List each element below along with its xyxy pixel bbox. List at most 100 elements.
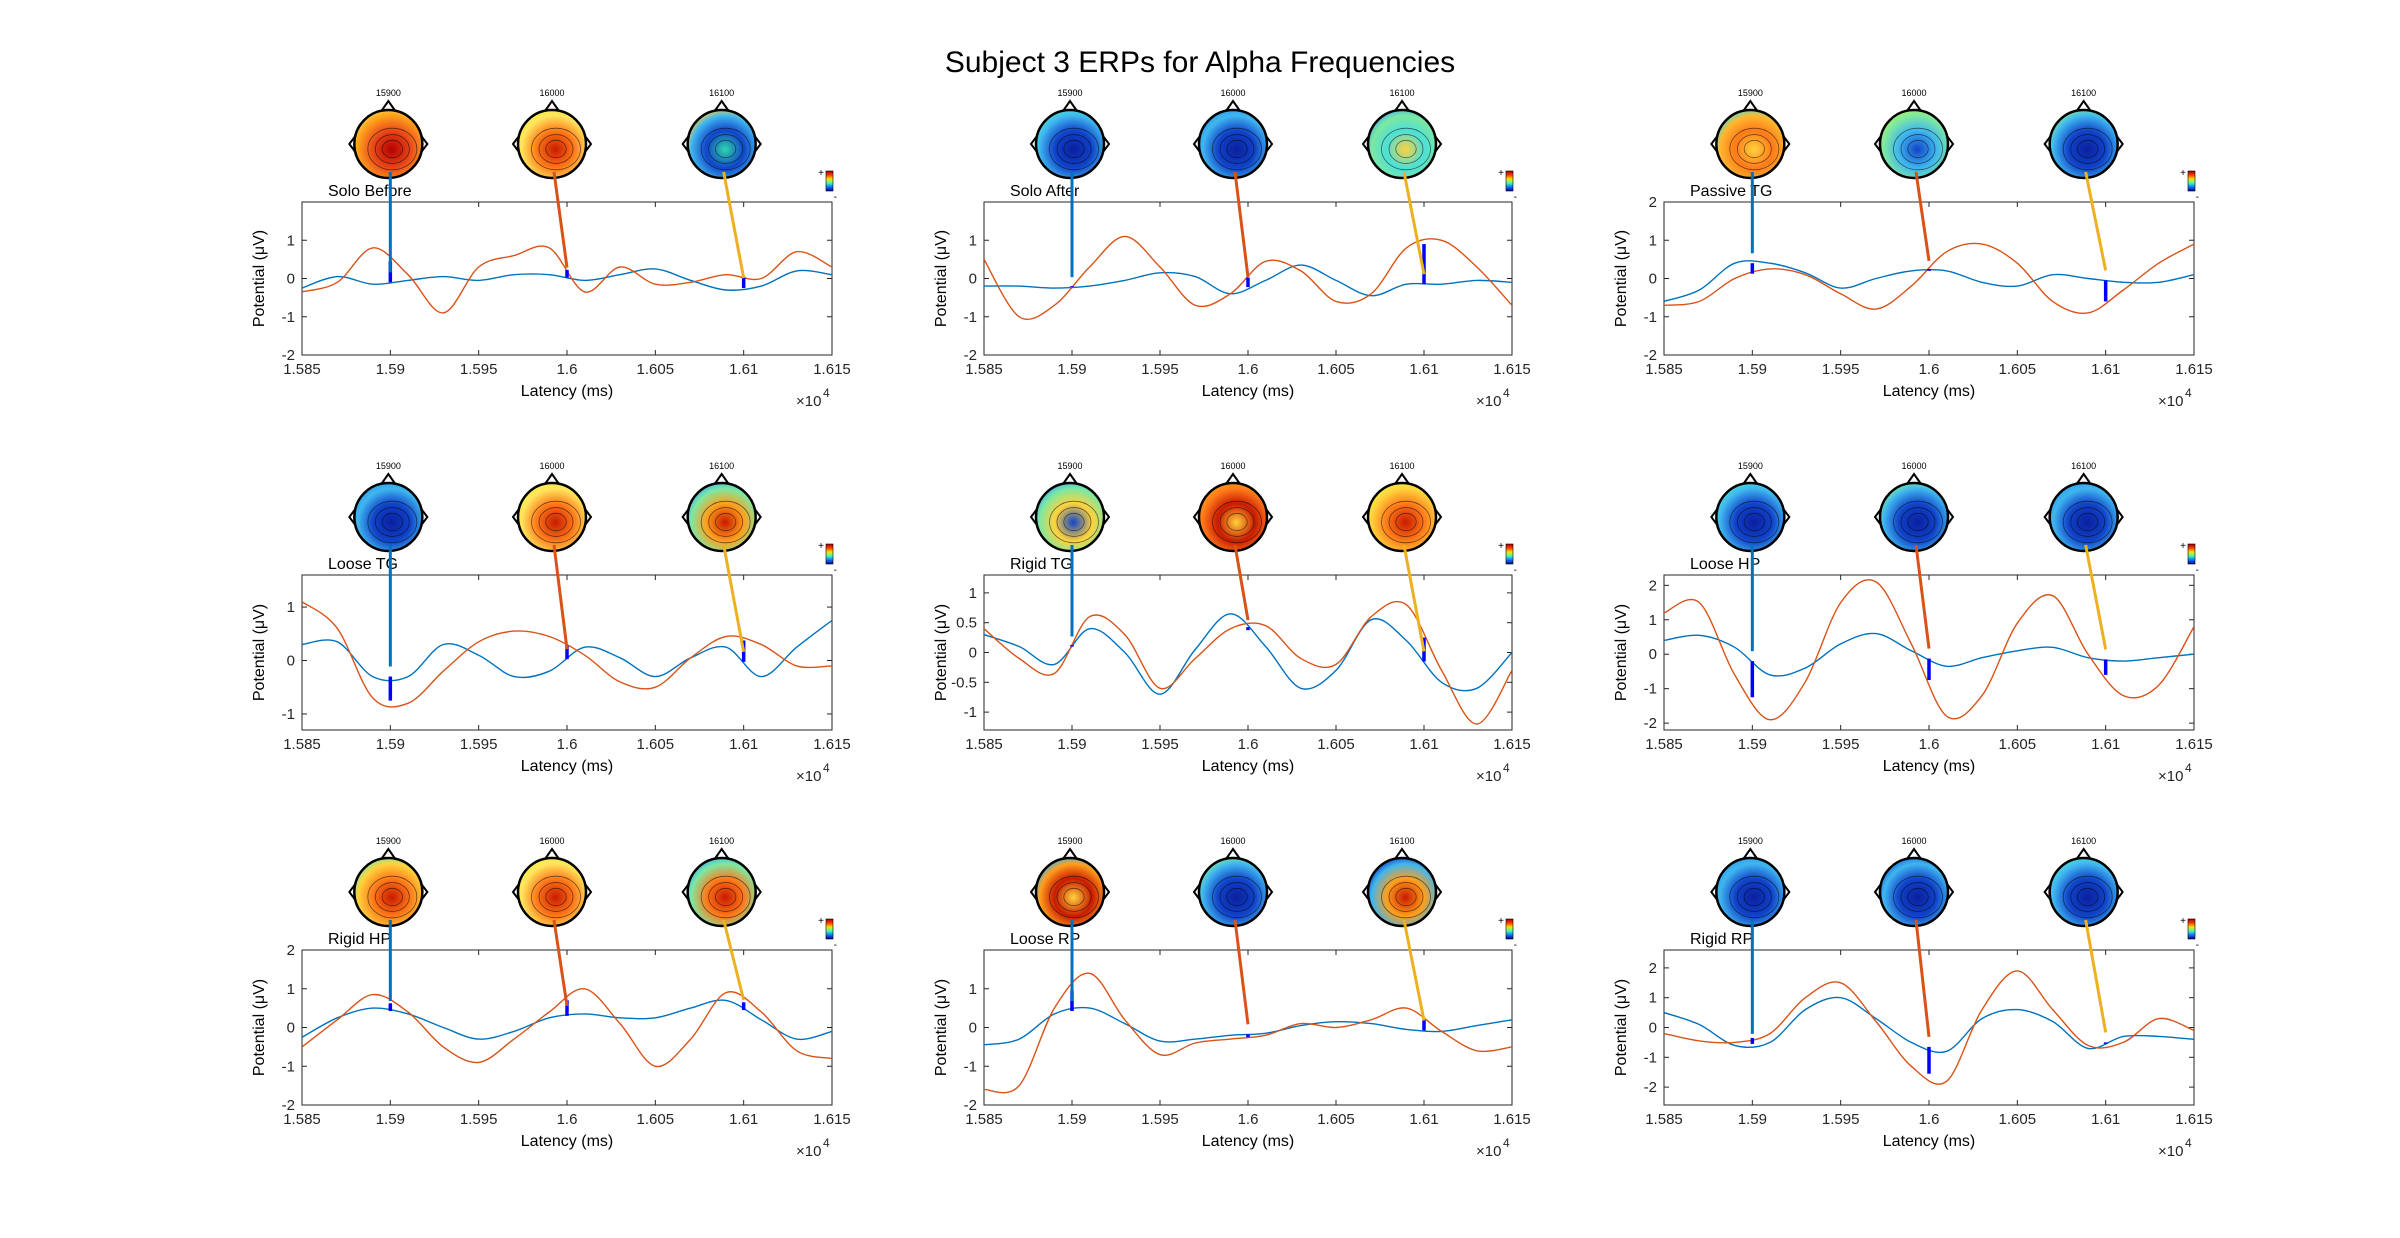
nose-icon — [544, 472, 560, 485]
scalp-map-icon — [1034, 108, 1106, 180]
topomap-connector — [552, 171, 569, 268]
contour-line — [700, 875, 751, 919]
contour-line — [538, 507, 574, 537]
contour-line — [1893, 127, 1943, 171]
x-tick-label: 1.6 — [557, 736, 578, 753]
right-ear-icon — [1102, 508, 1111, 526]
contour-line — [1049, 500, 1099, 544]
contour-line — [1893, 875, 1943, 919]
topomap-label: 16100 — [2071, 88, 2096, 98]
x-tick-label: 1.595 — [460, 361, 498, 378]
colorbar — [2187, 918, 2196, 940]
right-ear-icon — [1946, 135, 1955, 153]
x-multiplier-exponent: 4 — [1503, 761, 1510, 775]
contour-line — [545, 887, 567, 907]
axes-box — [1663, 201, 2195, 356]
colorbar-minus-label: - — [2196, 192, 2199, 203]
contour-line — [708, 134, 744, 164]
series-line-2 — [984, 600, 1512, 725]
topomap-connector — [1233, 544, 1250, 621]
scalp-map-icon — [686, 856, 757, 928]
x-tick-label: 1.615 — [2175, 1111, 2213, 1128]
contour-line — [1893, 500, 1943, 544]
contour-line — [1219, 882, 1255, 912]
colorbar-plus-label: + — [2180, 541, 2186, 552]
nose-icon — [380, 472, 397, 485]
y-tick-label: 0 — [1649, 271, 1657, 288]
y-tick-label: 0 — [969, 271, 977, 288]
right-ear-icon — [1782, 883, 1791, 901]
x-axis-label: Latency (ms) — [521, 1133, 613, 1150]
panel-title: Rigid RP — [1690, 931, 1753, 948]
erp-panel: 1.585 1.59 1.595 1.6 1.605 1.61 1.615 -2 -1 0 1 Lat… — [251, 88, 851, 410]
x-multiplier: ×10 — [1476, 393, 1501, 410]
contour-line — [531, 875, 581, 919]
axes-box — [301, 949, 833, 1106]
nose-icon — [1742, 847, 1759, 860]
right-ear-icon — [1946, 883, 1955, 901]
panel-title: Solo After — [1010, 183, 1080, 200]
x-tick-label: 1.59 — [376, 1111, 405, 1128]
contour-line — [1729, 127, 1780, 171]
scalp-map-icon — [1366, 481, 1438, 553]
x-tick-label: 1.61 — [1409, 736, 1438, 753]
y-tick-label: -2 — [1644, 715, 1657, 732]
erp-panel: 1.585 1.59 1.595 1.6 1.605 1.61 1.615 -2 -1 0 1 2 La… — [251, 836, 851, 1160]
contour-line — [1395, 139, 1417, 159]
y-tick-label: -1 — [282, 309, 295, 326]
topomap-connector — [552, 544, 569, 650]
x-tick-label: 1.6 — [1238, 1111, 1259, 1128]
colorbar-minus-label: - — [2196, 940, 2199, 951]
y-tick-label: -1 — [1644, 681, 1657, 698]
erp-panel: 1.585 1.59 1.595 1.6 1.605 1.61 1.615 -2 -1 0 1 2 La… — [1613, 836, 2213, 1160]
contour-line — [1056, 134, 1092, 164]
y-tick-label: 0 — [969, 1020, 977, 1037]
contour-line — [1900, 134, 1936, 164]
topomap-connector — [1402, 544, 1426, 652]
right-ear-icon — [1946, 508, 1955, 526]
scalp-map-icon — [1715, 481, 1786, 553]
x-tick-label: 1.61 — [1409, 361, 1438, 378]
colorbar-minus-label: - — [834, 940, 837, 951]
nose-icon — [1062, 99, 1078, 112]
x-tick-label: 1.59 — [1738, 361, 1767, 378]
y-tick-label: -1 — [1644, 1049, 1657, 1066]
contour-line — [1395, 512, 1417, 532]
erp-panel: 1.585 1.59 1.595 1.6 1.605 1.61 1.615 -2 -1 0 1 2 La… — [1613, 461, 2213, 785]
contour-line — [1395, 887, 1417, 907]
contour-line — [1219, 507, 1255, 537]
y-tick-label: 1 — [1649, 612, 1657, 629]
contour-line — [1388, 882, 1424, 912]
contour-line — [1907, 512, 1929, 532]
x-tick-label: 1.585 — [965, 736, 1003, 753]
right-ear-icon — [420, 883, 429, 901]
topomap-label: 15900 — [1057, 836, 1082, 846]
left-ear-icon — [1710, 883, 1719, 901]
nose-icon — [1062, 472, 1078, 485]
x-tick-label: 1.605 — [1999, 1111, 2037, 1128]
contour-line — [1063, 887, 1085, 907]
right-ear-icon — [753, 508, 762, 526]
x-tick-label: 1.61 — [729, 1111, 758, 1128]
nose-icon — [713, 847, 730, 860]
scalp-map-icon — [1715, 108, 1786, 180]
y-tick-label: 1 — [287, 232, 295, 249]
y-tick-label: 0 — [287, 653, 295, 670]
x-tick-label: 1.605 — [637, 1111, 675, 1128]
topomap-label: 16100 — [2071, 836, 2096, 846]
panel-title: Solo Before — [328, 183, 412, 200]
contour-line — [545, 512, 567, 532]
contour-line — [1056, 507, 1092, 537]
x-multiplier-exponent: 4 — [1503, 1136, 1510, 1150]
contour-line — [715, 512, 737, 532]
x-axis-label: Latency (ms) — [1202, 758, 1294, 775]
y-tick-label: 1 — [1649, 990, 1657, 1007]
topomap-connector — [1233, 919, 1250, 1025]
contour-line — [1729, 500, 1780, 544]
x-tick-label: 1.605 — [1317, 1111, 1355, 1128]
topomap-label: 16100 — [1389, 836, 1414, 846]
y-tick-label: 2 — [287, 942, 295, 959]
contour-line — [381, 887, 403, 907]
left-ear-icon — [1361, 135, 1370, 153]
topomap-label: 15900 — [1057, 461, 1082, 471]
